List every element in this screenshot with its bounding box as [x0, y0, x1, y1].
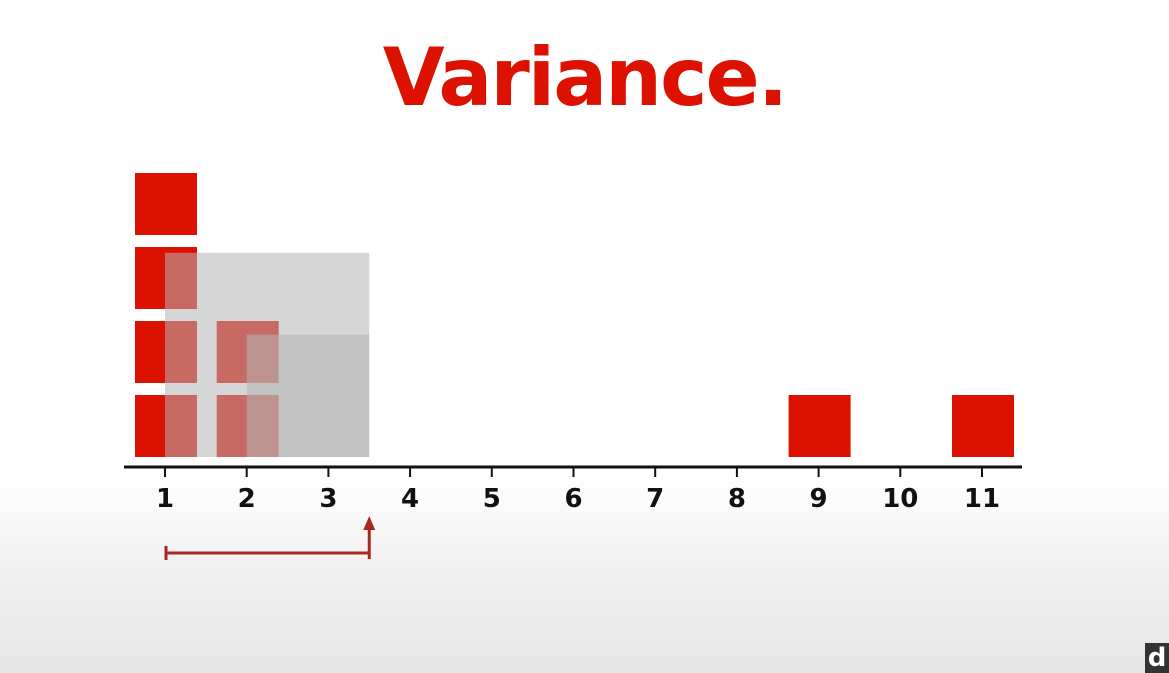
- axis-tick-label: 5: [483, 484, 501, 514]
- arrow-head-icon: [363, 516, 376, 530]
- brand-logo-icon: d: [1145, 643, 1169, 673]
- data-block: [135, 173, 197, 235]
- axis-ticks: [164, 467, 983, 477]
- axis-tick-label: 8: [728, 484, 746, 514]
- axis-tick-label: 7: [646, 484, 664, 514]
- axis-tick-label: 10: [882, 484, 918, 514]
- data-block: [788, 395, 851, 457]
- mean-distance-arrow: [164, 516, 376, 560]
- axis-tick-label: 6: [564, 484, 582, 514]
- axis-tick-label: 3: [319, 484, 337, 514]
- axis-tick-label: 1: [156, 484, 174, 514]
- axis-tick-label: 9: [810, 484, 828, 514]
- deviation-squares: [165, 252, 370, 457]
- axis-tick-label: 11: [964, 484, 1000, 514]
- data-block: [952, 395, 1014, 457]
- axis-tick-labels: 1 2 3 4 5 6 7 8 9 10 11: [156, 484, 1000, 514]
- deviation-square: [246, 334, 370, 457]
- page-title: Variance.: [382, 31, 788, 124]
- axis-tick-label: 4: [401, 484, 419, 514]
- axis-tick-label: 2: [238, 484, 256, 514]
